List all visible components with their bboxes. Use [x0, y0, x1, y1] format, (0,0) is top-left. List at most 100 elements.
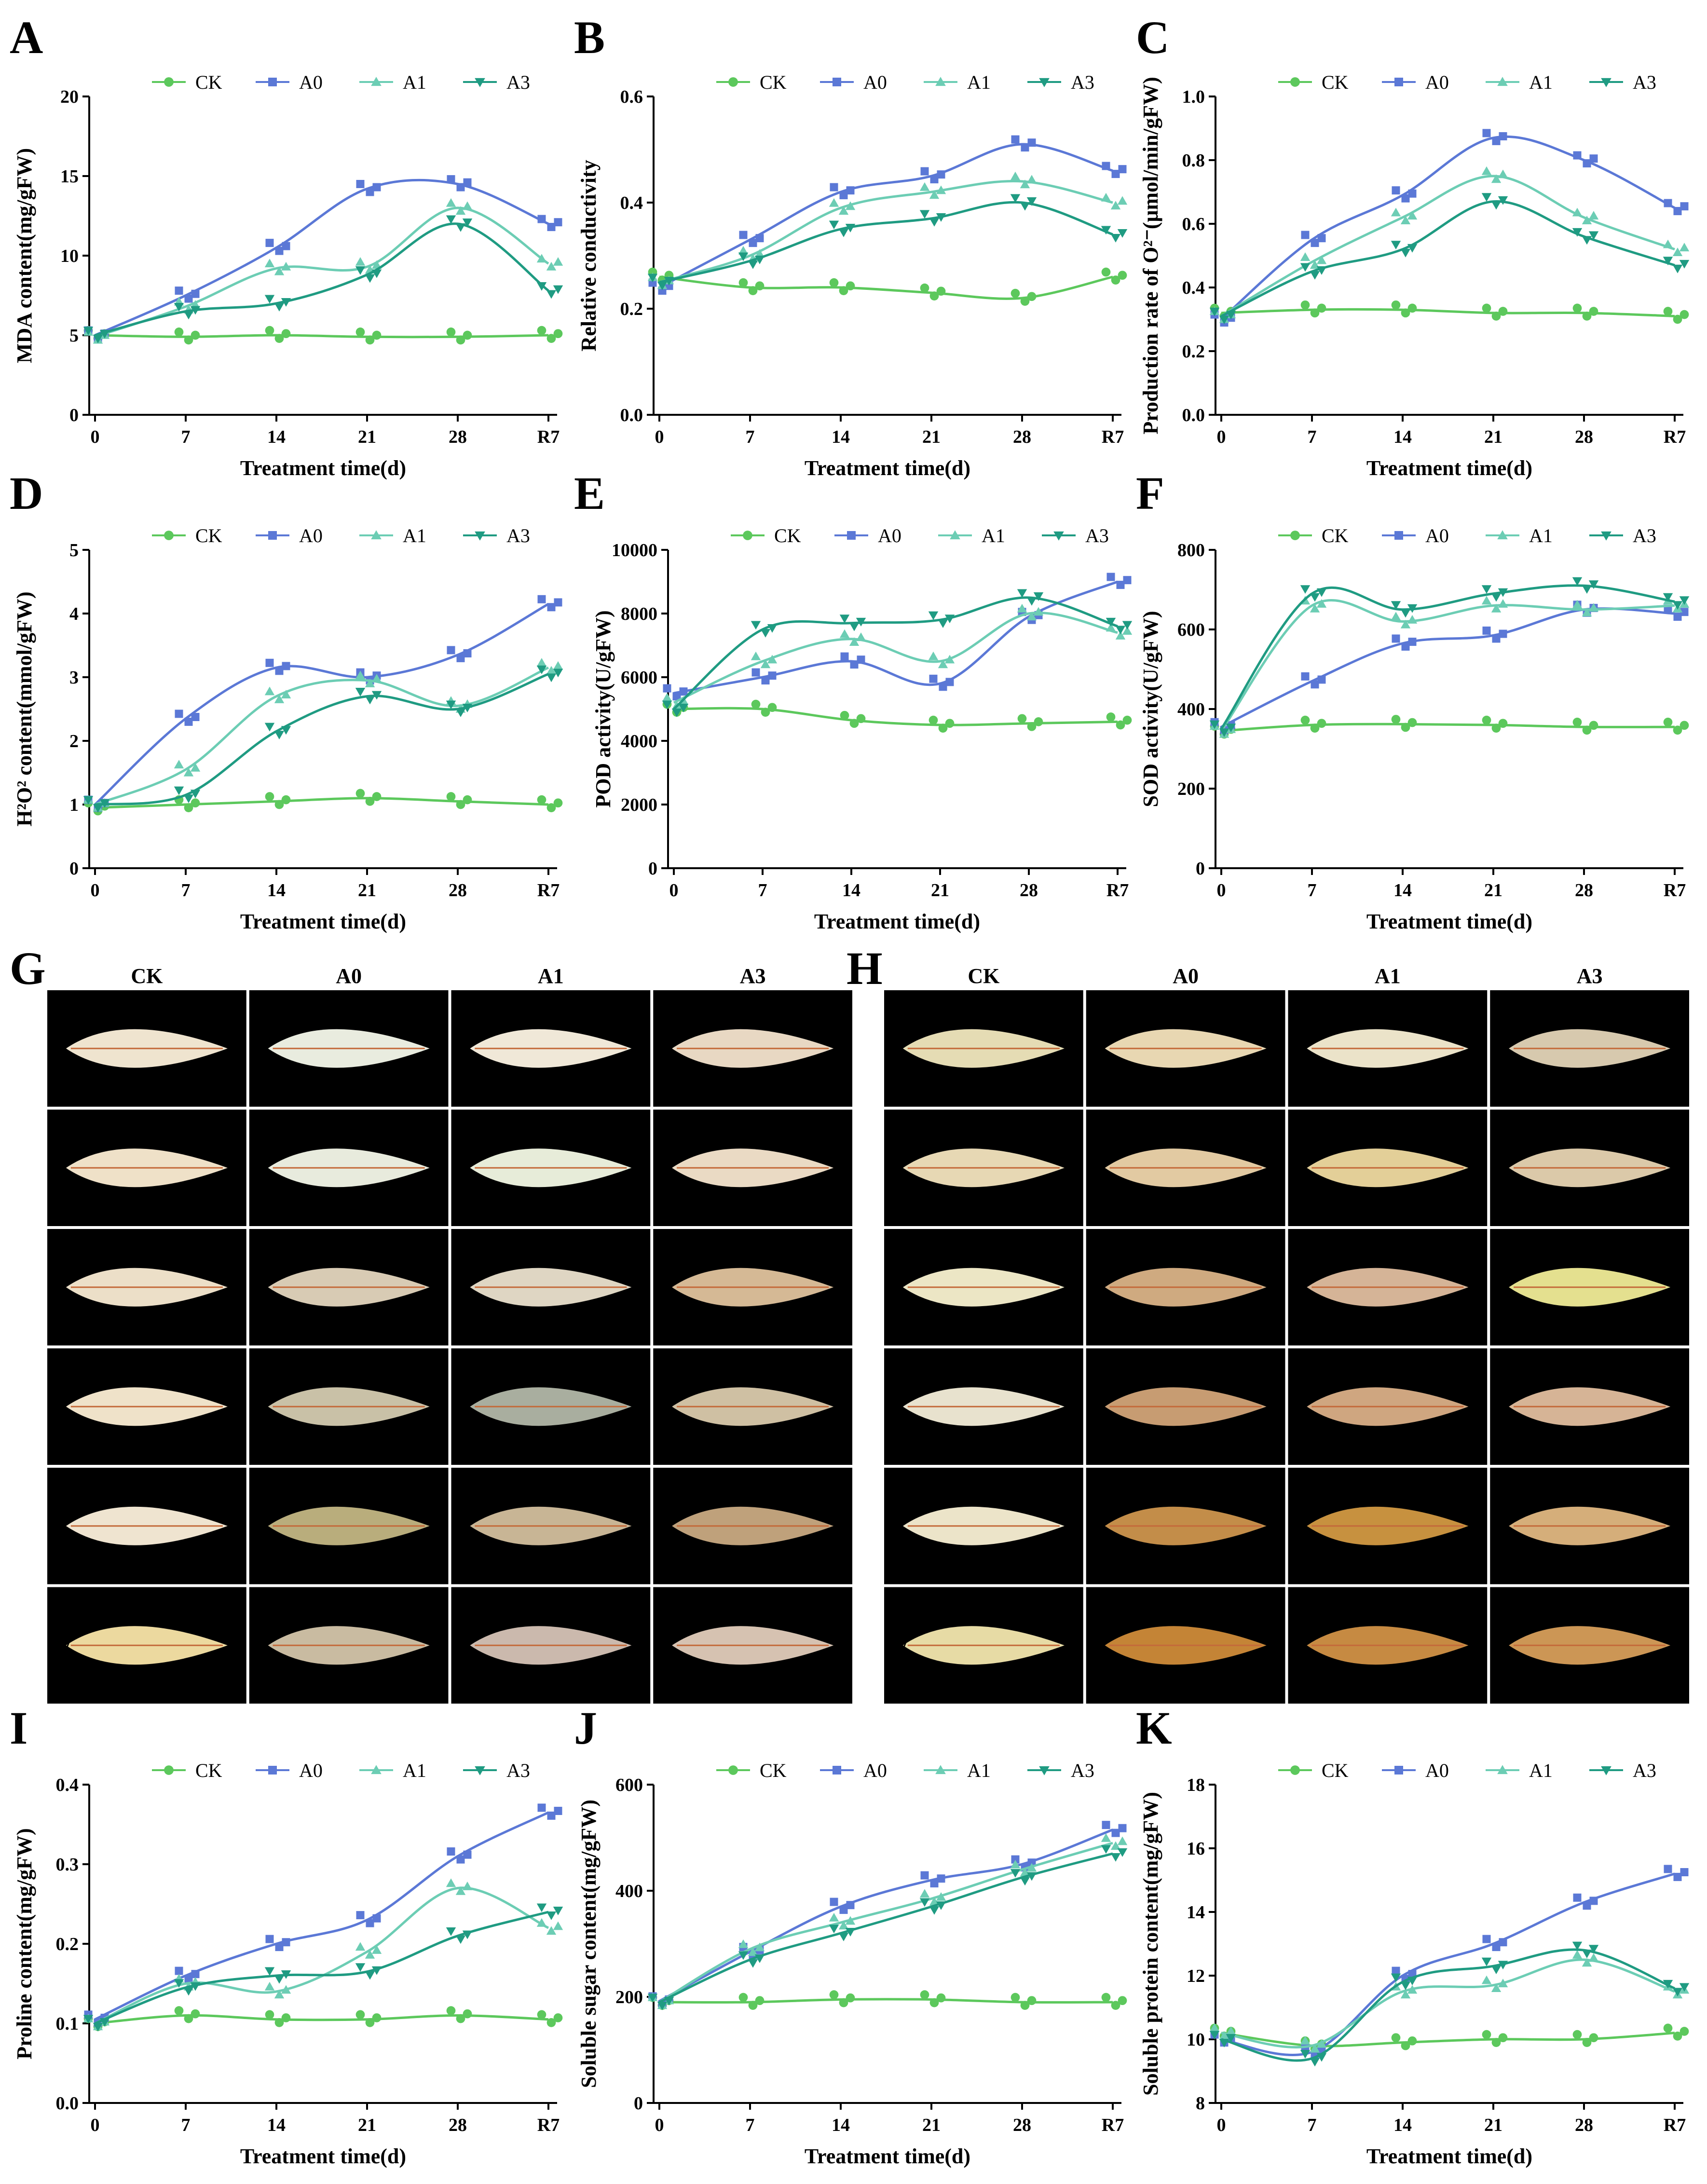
- data-point: [463, 795, 472, 805]
- series-ck: [1210, 715, 1689, 739]
- data-point: [356, 180, 365, 188]
- data-point: [936, 1892, 946, 1901]
- leaf-grid-h: H CK A0 A1 A3 0 7 14 21 28 R7: [847, 942, 1691, 1705]
- data-point: [1117, 196, 1128, 205]
- data-point: [1117, 1836, 1128, 1845]
- data-point: [1316, 2039, 1327, 2048]
- data-point: [372, 792, 382, 801]
- data-point: [1407, 244, 1418, 253]
- data-point: [1310, 271, 1320, 280]
- y-axis-title: SOD activity(U/gFW): [1139, 611, 1162, 807]
- data-point: [1673, 613, 1682, 621]
- data-point: [174, 760, 184, 769]
- data-point: [663, 684, 671, 693]
- data-point: [761, 708, 770, 717]
- data-point: [1663, 2023, 1673, 2033]
- x-tick-label: 28: [1575, 427, 1593, 447]
- data-point: [281, 795, 291, 805]
- x-axis-title: Treatment time(d): [240, 910, 406, 933]
- x-axis-title: Treatment time(d): [240, 2144, 406, 2168]
- data-point: [93, 2022, 103, 2032]
- data-point: [462, 704, 473, 712]
- data-point: [1026, 175, 1037, 184]
- fit-curve: [658, 1842, 1113, 2004]
- panel-label: G: [10, 942, 46, 994]
- fit-curve: [94, 1886, 549, 2025]
- data-point: [1582, 725, 1592, 735]
- x-tick-label: R7: [1106, 880, 1129, 901]
- leaf-photo: [47, 990, 246, 1107]
- x-axis-title: Treatment time(d): [805, 2144, 970, 2168]
- data-point: [372, 183, 381, 191]
- leaf-photo: [1086, 1348, 1285, 1465]
- data-point: [657, 281, 668, 290]
- x-tick-label: 21: [358, 427, 376, 447]
- data-point: [275, 667, 284, 675]
- series-a1: [83, 658, 563, 812]
- data-point: [936, 287, 946, 296]
- data-point: [1499, 629, 1507, 638]
- data-point: [1106, 623, 1116, 632]
- grid-row-label: 0: [887, 1039, 895, 1058]
- data-point: [1663, 593, 1673, 602]
- data-point: [1572, 228, 1583, 237]
- legend-label: CK: [1322, 525, 1349, 546]
- data-point: [93, 334, 103, 343]
- chart-panel-f: F 0 200 400 600 800 0 7 14 21 28 R7 Treatment time(d…: [1136, 467, 1690, 933]
- data-point: [462, 218, 473, 227]
- data-point: [1400, 619, 1411, 628]
- data-point: [1482, 1935, 1491, 1943]
- data-point: [1481, 193, 1492, 202]
- data-point: [845, 201, 856, 210]
- legend-marker: [728, 77, 738, 87]
- legend-label: A1: [1529, 525, 1553, 546]
- leaf-photo: [249, 1109, 449, 1226]
- data-point: [1300, 2050, 1311, 2059]
- data-point: [463, 178, 472, 187]
- data-point: [1482, 303, 1491, 313]
- data-point: [1027, 138, 1036, 147]
- x-tick-label: 7: [746, 2115, 755, 2135]
- legend-label: A0: [1425, 1760, 1449, 1781]
- leaf-photo: [653, 1468, 852, 1584]
- data-point: [1301, 231, 1310, 239]
- series-ck: [648, 267, 1127, 306]
- leaf-photo: [1490, 1348, 1689, 1465]
- data-point: [93, 804, 103, 813]
- data-point: [920, 283, 929, 293]
- legend-label: A3: [1085, 525, 1109, 546]
- data-point: [1026, 1872, 1037, 1881]
- data-point: [937, 170, 945, 179]
- data-point: [83, 2015, 94, 2024]
- data-point: [355, 789, 365, 798]
- series-a3: [1209, 577, 1690, 737]
- data-point: [1492, 1943, 1501, 1952]
- x-tick-label: 28: [1013, 427, 1031, 447]
- leaf-photo: [1490, 1109, 1689, 1226]
- data-point: [553, 1907, 563, 1915]
- data-point: [754, 249, 765, 258]
- data-point: [1481, 1957, 1492, 1966]
- data-point: [281, 298, 291, 307]
- data-point: [371, 674, 382, 682]
- leaf-photo: [451, 1348, 651, 1465]
- data-point: [1401, 308, 1410, 318]
- legend-item-ck: CK: [716, 1760, 787, 1781]
- data-point: [365, 335, 375, 345]
- data-point: [1020, 179, 1030, 189]
- data-point: [1317, 303, 1326, 313]
- data-point: [174, 1979, 184, 1988]
- legend-label: A3: [506, 1760, 530, 1781]
- x-tick-label: 0: [655, 427, 664, 447]
- data-point: [1311, 680, 1319, 689]
- x-tick-label: 14: [832, 2115, 850, 2135]
- leaf-photo: [249, 1229, 449, 1346]
- leaf-photo: [47, 1109, 246, 1226]
- x-tick-label: R7: [1664, 2115, 1686, 2135]
- data-point: [838, 206, 849, 215]
- data-point: [738, 278, 748, 287]
- data-point: [1391, 601, 1401, 610]
- y-tick-label: 18: [1187, 1775, 1205, 1795]
- data-point: [1219, 315, 1229, 325]
- series-a1: [1209, 1950, 1690, 2053]
